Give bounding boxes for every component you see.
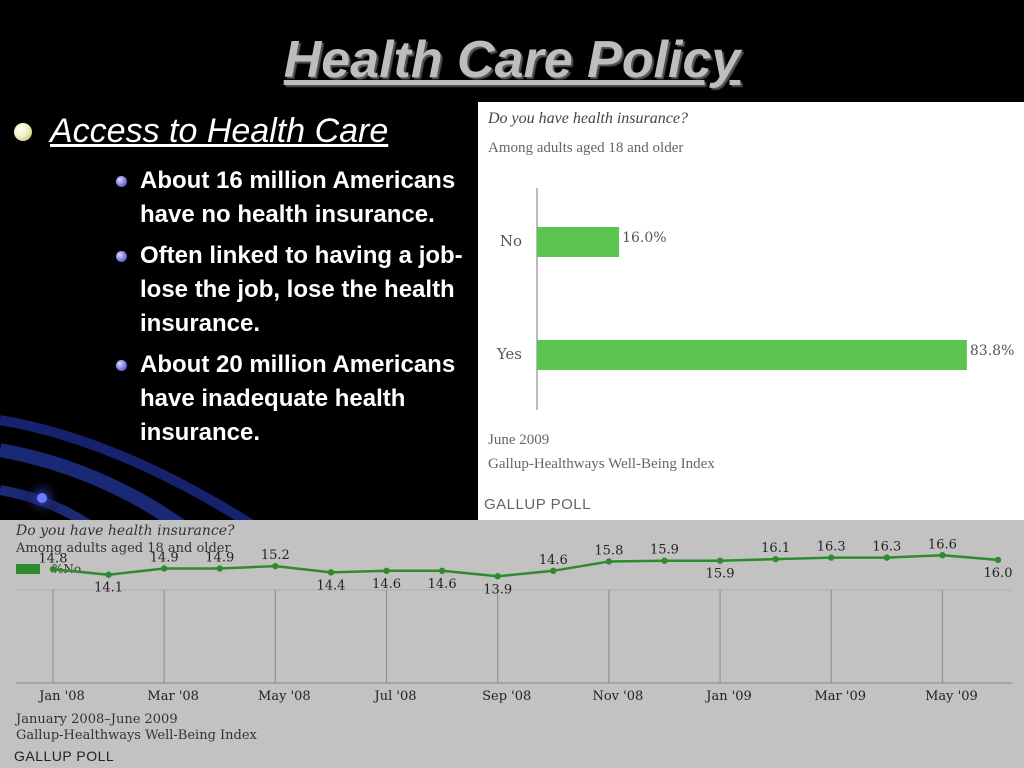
line-chart-panel: Do you have health insurance? Among adul… xyxy=(0,520,1024,768)
data-point xyxy=(327,569,335,576)
bullet-icon xyxy=(116,251,127,262)
bar-chart-panel: Do you have health insurance? Among adul… xyxy=(478,102,1024,520)
data-label: 15.9 xyxy=(706,567,735,582)
x-tick-label: Nov '08 xyxy=(592,689,643,704)
data-label: 14.9 xyxy=(150,550,179,565)
x-tick-label: Sep '08 xyxy=(482,689,531,704)
bar-category-label: No xyxy=(500,232,522,250)
sub-bullet-text: Often linked to having a job- lose the j… xyxy=(140,242,463,337)
data-point xyxy=(883,554,891,561)
data-label: 16.3 xyxy=(817,540,846,555)
data-point xyxy=(438,567,446,575)
data-label: 14.9 xyxy=(205,550,234,565)
series-line xyxy=(52,554,999,578)
bar-value-label: 16.0% xyxy=(622,230,666,246)
chart-source: Gallup-Healthways Well-Being Index xyxy=(16,728,257,743)
chart-question: Do you have health insurance? xyxy=(16,523,235,539)
x-tick-label: Jan '09 xyxy=(704,689,752,704)
data-point xyxy=(939,552,946,559)
bar-value-label: 83.8% xyxy=(970,343,1014,359)
data-point xyxy=(605,558,613,565)
data-label: 15.2 xyxy=(261,548,290,563)
data-label: 16.1 xyxy=(761,541,790,556)
main-bullet-text: Access to Health Care xyxy=(50,112,389,150)
bullet-icon xyxy=(116,176,127,187)
legend-swatch xyxy=(16,564,40,574)
data-label: 16.0 xyxy=(984,566,1013,581)
x-tick-label: Mar '09 xyxy=(814,689,866,704)
data-point xyxy=(160,565,168,572)
data-label: 14.4 xyxy=(316,578,345,593)
x-tick-label: Jan '08 xyxy=(37,689,85,704)
data-point xyxy=(772,555,779,563)
bar xyxy=(537,340,967,370)
data-point xyxy=(49,566,57,573)
bar xyxy=(537,227,620,257)
chart-date: January 2008–June 2009 xyxy=(16,712,178,727)
data-label: 14.6 xyxy=(372,577,401,592)
data-point xyxy=(828,554,835,561)
x-tick-label: May '09 xyxy=(925,689,978,704)
chart-date: June 2009 xyxy=(488,432,550,448)
main-bullet: Access to Health Care xyxy=(14,112,388,151)
data-point xyxy=(661,557,668,564)
data-label: 14.1 xyxy=(94,581,123,596)
data-label: 14.6 xyxy=(428,577,457,592)
chart-subtitle: Among adults aged 18 and older xyxy=(16,541,231,556)
chart-question: Do you have health insurance? xyxy=(488,110,688,127)
data-label: 14.8 xyxy=(39,551,68,566)
data-point xyxy=(994,556,1002,564)
data-point xyxy=(550,567,557,575)
slide-title: Health Care Policy xyxy=(283,31,741,89)
data-point xyxy=(383,567,390,575)
sub-bullet: About 20 million Americans have inadequa… xyxy=(116,348,476,450)
x-tick-label: May '08 xyxy=(258,689,311,704)
bullet-icon xyxy=(14,122,32,141)
data-label: 13.9 xyxy=(483,582,512,597)
gallup-logo: GALLUP POLL xyxy=(484,496,591,513)
sub-bullet: Often linked to having a job- lose the j… xyxy=(116,239,476,341)
data-point xyxy=(716,557,724,564)
data-point xyxy=(494,573,501,580)
sub-bullet-text: About 20 million Americans have inadequa… xyxy=(140,351,456,446)
data-label: 15.9 xyxy=(650,543,679,558)
chart-source: Gallup-Healthways Well-Being Index xyxy=(488,456,715,472)
data-label: 14.6 xyxy=(539,553,568,568)
x-tick-label: Jul '08 xyxy=(373,689,417,704)
data-label: 16.6 xyxy=(928,537,957,552)
gallup-logo: GALLUP POLL xyxy=(14,748,115,764)
data-label: 15.8 xyxy=(594,543,623,558)
bullet-icon xyxy=(116,360,127,371)
data-label: 16.3 xyxy=(872,540,901,555)
bar-chart: No 16.0% Yes 83.8% xyxy=(496,188,1014,410)
bar-category-label: Yes xyxy=(496,345,522,363)
sub-bullet-text: About 16 million Americans have no healt… xyxy=(140,167,456,228)
data-point xyxy=(216,565,223,572)
sub-bullet: About 16 million Americans have no healt… xyxy=(116,164,476,232)
line-chart: Jan '08 Mar '08 May '08 Jul '08 Sep '08 Nov '… xyxy=(16,537,1013,704)
data-point xyxy=(105,571,112,578)
sub-bullet-list: About 16 million Americans have no healt… xyxy=(116,164,476,457)
data-point xyxy=(272,562,279,570)
chart-subtitle: Among adults aged 18 and older xyxy=(488,140,684,156)
x-tick-label: Mar '08 xyxy=(147,689,199,704)
